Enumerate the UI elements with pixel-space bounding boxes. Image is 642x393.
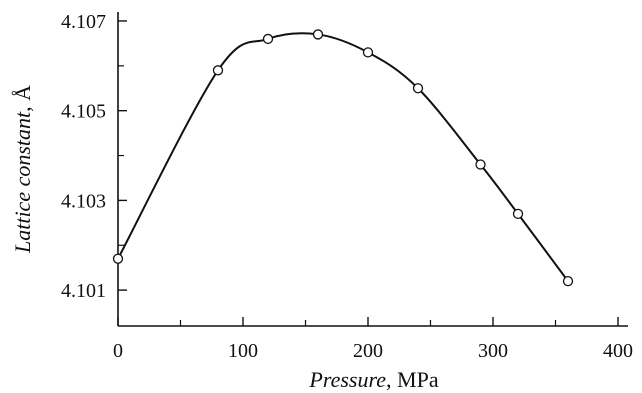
plot-area: 0 100 200 300 400 4.101 4.103 4.105 4.107: [61, 11, 633, 362]
data-point: [312, 29, 324, 40]
data-point: [475, 159, 486, 170]
x-tick-label: 100: [228, 340, 258, 362]
series-markers: [112, 29, 574, 287]
x-tick-label: 400: [603, 340, 633, 362]
y-tick-label: 4.103: [61, 190, 106, 212]
data-point: [412, 83, 424, 94]
data-point: [212, 65, 224, 76]
x-axis-title: Pressure, MPa: [308, 367, 438, 392]
data-point: [262, 33, 274, 45]
data-point: [362, 47, 374, 58]
x-tick-label: 200: [353, 340, 383, 362]
x-tick-label: 300: [478, 340, 508, 362]
y-axis-title: Lattice constant, Å: [10, 85, 35, 254]
series-line: [117, 32, 569, 282]
y-tick-label: 4.105: [61, 101, 106, 123]
data-point: [112, 253, 124, 264]
axis-ticks: [117, 20, 619, 326]
y-tick-label: 4.107: [61, 11, 106, 33]
x-tick-label: 0: [113, 340, 123, 362]
data-point: [562, 275, 574, 287]
axis-tick-labels: 0 100 200 300 400 4.101 4.103 4.105 4.107: [61, 11, 633, 362]
data-point: [512, 208, 524, 220]
y-tick-label: 4.101: [61, 280, 106, 302]
